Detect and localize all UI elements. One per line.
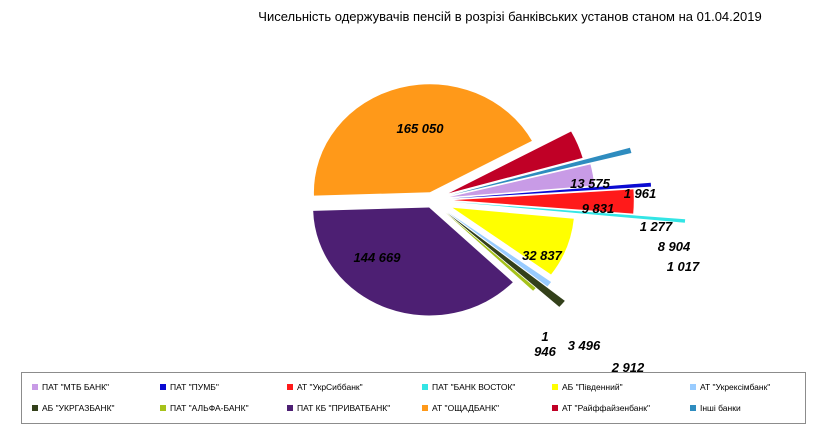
legend-swatch bbox=[32, 405, 38, 411]
legend-label: АТ "Райффайзенбанк" bbox=[562, 403, 650, 413]
legend-item-1: ПАТ "МТБ БАНК" bbox=[32, 382, 109, 392]
data-label-10: 165 050 bbox=[397, 121, 445, 136]
legend-item-12: Інші банки bbox=[690, 403, 741, 413]
legend-swatch bbox=[552, 384, 558, 390]
data-label-11: 13 575 bbox=[570, 176, 611, 191]
pie-slice-11 bbox=[448, 131, 583, 194]
pie-slice-9 bbox=[313, 207, 513, 316]
legend-label: ПАТ "ПУМБ" bbox=[170, 382, 219, 392]
legend-label: ПАТ КБ "ПРИВАТБАНК" bbox=[297, 403, 391, 413]
legend-item-3: АТ "УкрСиббанк" bbox=[287, 382, 363, 392]
legend-item-11: АТ "Райффайзенбанк" bbox=[552, 403, 650, 413]
data-label-8: 1 946 bbox=[534, 329, 556, 359]
legend-item-6: АТ "Укрексімбанк" bbox=[690, 382, 770, 392]
legend-label: ПАТ "АЛЬФА-БАНК" bbox=[170, 403, 249, 413]
legend-label: АБ "УКРГАЗБАНК" bbox=[42, 403, 115, 413]
legend-item-9: ПАТ КБ "ПРИВАТБАНК" bbox=[287, 403, 390, 413]
legend-swatch bbox=[287, 405, 293, 411]
legend-item-5: АБ "Південний" bbox=[552, 382, 623, 392]
legend-item-7: АБ "УКРГАЗБАНК" bbox=[32, 403, 115, 413]
legend-item-2: ПАТ "ПУМБ" bbox=[160, 382, 219, 392]
pie-slice-1 bbox=[449, 164, 595, 198]
legend-swatch bbox=[160, 405, 166, 411]
legend: ПАТ "МТБ БАНК" ПАТ "ПУМБ" АТ "УкрСиббанк" П… bbox=[21, 372, 806, 424]
pie-slice-7 bbox=[447, 212, 565, 307]
pie-slice-5 bbox=[452, 207, 574, 275]
legend-label: АТ "УкрСиббанк" bbox=[297, 382, 363, 392]
legend-swatch bbox=[422, 384, 428, 390]
legend-label: Інші банки bbox=[700, 403, 741, 413]
legend-label: АТ "ОЩАДБАНК" bbox=[432, 403, 500, 413]
data-label-2: 1 277 bbox=[640, 219, 673, 234]
pie-slice-8 bbox=[445, 212, 536, 291]
pie-slice-10 bbox=[313, 84, 532, 196]
data-label-7: 3 496 bbox=[568, 338, 601, 353]
data-label-12: 1 961 bbox=[624, 186, 657, 201]
legend-swatch bbox=[32, 384, 38, 390]
legend-swatch bbox=[422, 405, 428, 411]
chart-title: Чисельність одержувачів пенсій в розрізі… bbox=[258, 9, 762, 24]
pie-slice-12 bbox=[451, 147, 632, 195]
legend-label: АТ "Укрексімбанк" bbox=[700, 382, 771, 392]
legend-item-4: ПАТ "БАНК ВОСТОК" bbox=[422, 382, 515, 392]
legend-label: ПАТ "БАНК ВОСТОК" bbox=[432, 382, 516, 392]
legend-swatch bbox=[287, 384, 293, 390]
data-label-9: 144 669 bbox=[354, 250, 402, 265]
data-label-3: 8 904 bbox=[658, 239, 691, 254]
pie-slice-3 bbox=[453, 189, 634, 214]
legend-item-8: ПАТ "АЛЬФА-БАНК" bbox=[160, 403, 249, 413]
legend-swatch bbox=[160, 384, 166, 390]
legend-item-10: АТ "ОЩАДБАНК" bbox=[422, 403, 499, 413]
legend-swatch bbox=[552, 405, 558, 411]
legend-swatch bbox=[690, 405, 696, 411]
legend-swatch bbox=[690, 384, 696, 390]
data-label-4: 1 017 bbox=[667, 259, 700, 274]
data-label-5: 32 837 bbox=[522, 248, 563, 263]
legend-label: ПАТ "МТБ БАНК" bbox=[42, 382, 110, 392]
pie-slice-4 bbox=[453, 201, 686, 223]
data-label-6: 2 912 bbox=[611, 360, 645, 372]
legend-label: АБ "Південний" bbox=[562, 382, 623, 392]
data-label-1: 9 831 bbox=[582, 201, 615, 216]
pie-slice-2 bbox=[451, 182, 652, 199]
pie-slice-6 bbox=[447, 212, 552, 287]
pie-chart: 9 831 1 277 8 904 1 017 32 837 2 912 3 496 1 946… bbox=[313, 84, 700, 372]
